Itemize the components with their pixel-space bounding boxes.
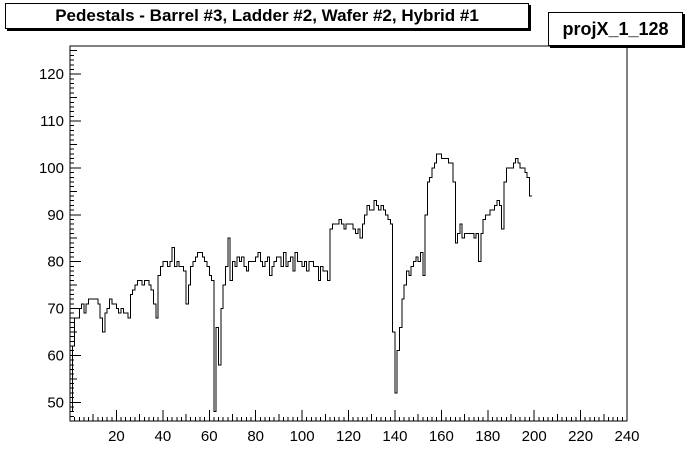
x-tick-label: 160 xyxy=(429,428,454,445)
y-tick-label: 110 xyxy=(40,113,64,130)
plot-frame xyxy=(69,45,628,422)
y-tick-label: 90 xyxy=(47,207,64,224)
x-tick-label: 80 xyxy=(247,428,264,445)
y-tick-label: 120 xyxy=(39,66,64,83)
chart-title: Pedestals - Barrel #3, Ladder #2, Wafer … xyxy=(5,3,529,29)
y-tick-label: 100 xyxy=(39,160,64,177)
x-axis: 20 40 60 80 100 120 140 160 180 200 220 240 xyxy=(69,410,640,445)
x-tick-label: 120 xyxy=(336,428,361,445)
plot-border xyxy=(69,45,628,422)
y-tick-label: 60 xyxy=(47,347,64,364)
y-tick-label: 70 xyxy=(47,301,64,318)
x-tick-label: 200 xyxy=(522,428,547,445)
y-axis: 50 60 70 80 90 100 110 120 xyxy=(39,45,81,422)
y-tick-label: 80 xyxy=(47,254,64,271)
x-tick-label: 240 xyxy=(614,428,639,445)
y-tick-label: 50 xyxy=(47,394,64,411)
histogram-name-label: projX_1_128 xyxy=(548,12,683,46)
x-tick-label: 40 xyxy=(154,428,171,445)
x-tick-label: 60 xyxy=(201,428,218,445)
x-tick-label: 140 xyxy=(382,428,407,445)
x-tick-label: 20 xyxy=(108,428,125,445)
x-tick-label: 100 xyxy=(290,428,315,445)
histogram-series-line xyxy=(70,153,532,413)
x-tick-label: 220 xyxy=(568,428,593,445)
x-tick-label: 180 xyxy=(475,428,500,445)
